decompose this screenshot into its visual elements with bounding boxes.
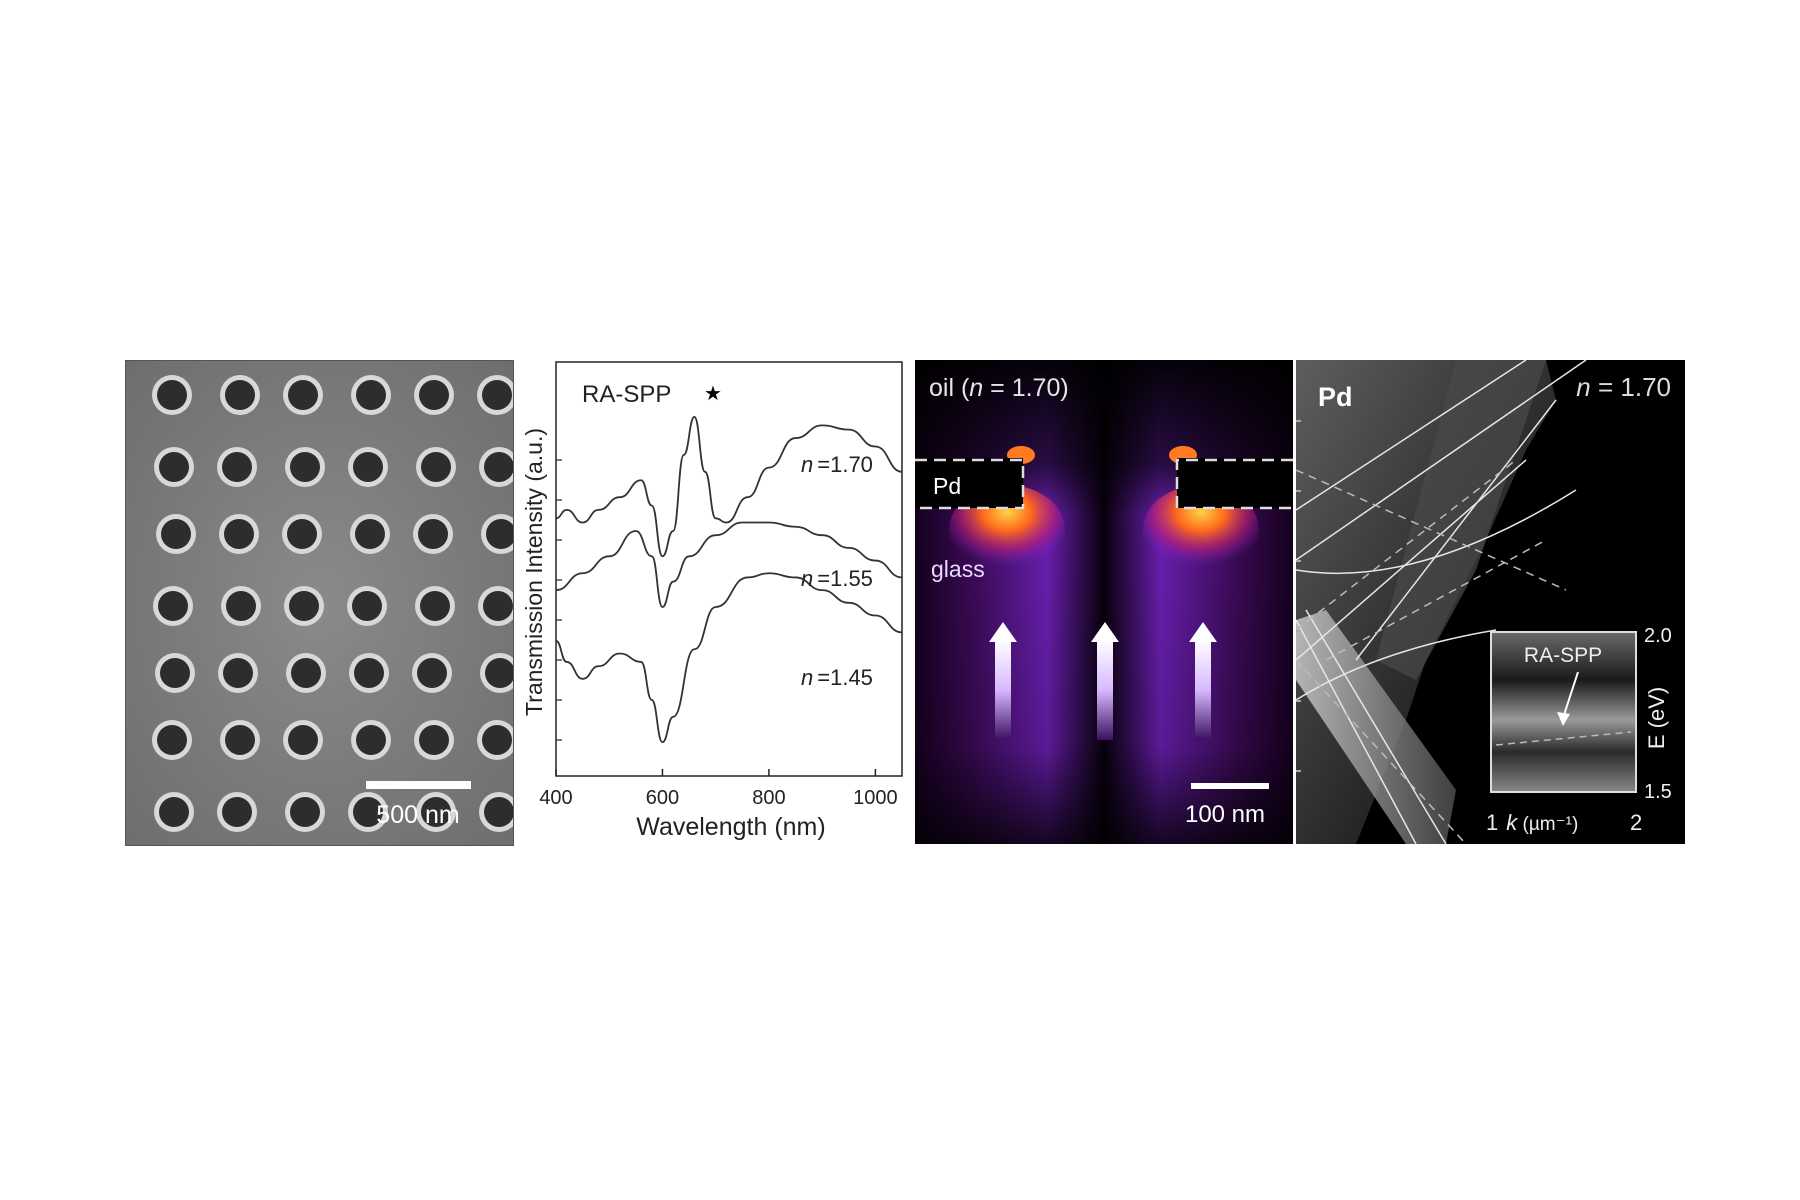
hole xyxy=(158,591,188,621)
scale-bar-label: 500 nm xyxy=(376,801,459,829)
scale-bar-label: 100 nm xyxy=(1185,801,1265,828)
hole xyxy=(222,452,252,482)
y-axis-label: Transmission Intensity (a.u.) xyxy=(521,428,547,716)
incident-arrow-left xyxy=(989,622,1017,740)
hole xyxy=(482,725,512,755)
incident-arrow-right xyxy=(1189,622,1217,740)
glass-label: glass xyxy=(931,556,985,582)
series-line-0 xyxy=(555,416,903,558)
x-tick-label: 400 xyxy=(539,787,572,809)
hole xyxy=(289,591,319,621)
hole xyxy=(483,591,513,621)
incident-arrow-center xyxy=(1091,622,1119,740)
hole xyxy=(354,658,384,688)
sem-image: 500 nm xyxy=(126,361,513,845)
curve-label-1-55: n =1.55 xyxy=(801,566,873,591)
pd-label: Pd xyxy=(1318,382,1353,412)
hole xyxy=(222,797,252,827)
dispersion-lines xyxy=(1296,360,1587,844)
sem-image-panel: 500 nm xyxy=(125,360,514,846)
hole xyxy=(419,725,449,755)
inset-dashed-line xyxy=(1495,731,1632,746)
hole xyxy=(290,452,320,482)
hole xyxy=(224,519,254,549)
inset-arrow xyxy=(1562,671,1579,719)
hole xyxy=(288,725,318,755)
hole xyxy=(484,452,513,482)
x-tick-label: 1000 xyxy=(853,787,898,809)
x-tick-label: 800 xyxy=(752,787,785,809)
n-label: n = 1.70 xyxy=(1576,372,1671,402)
inset-ytick-top: 2.0 xyxy=(1644,625,1672,647)
hole xyxy=(420,591,450,621)
star-marker: ★ xyxy=(704,383,722,405)
transmission-chart-panel: 400 600 800 1000 RA-SPP ★ Transmission Inte… xyxy=(516,360,905,844)
hole xyxy=(159,797,189,827)
hole xyxy=(353,797,383,827)
hole xyxy=(353,452,383,482)
hole xyxy=(223,658,253,688)
hole xyxy=(417,658,447,688)
hole xyxy=(157,380,187,410)
hole xyxy=(484,797,513,827)
oil-label: oil (n = 1.70) xyxy=(929,374,1069,402)
hole xyxy=(290,797,320,827)
field-map: oil (n = 1.70) Pd glass 100 nm xyxy=(915,360,1293,844)
hole xyxy=(226,591,256,621)
hole xyxy=(288,380,318,410)
hole xyxy=(418,519,448,549)
ra-spp-label: RA-SPP xyxy=(582,381,671,408)
pd-outline-left xyxy=(915,458,1025,510)
plot-frame xyxy=(555,361,903,777)
hole xyxy=(225,380,255,410)
pd-label: Pd xyxy=(933,473,961,499)
x-tick-label: 600 xyxy=(646,787,679,809)
x-axis-label: Wavelength (nm) xyxy=(636,813,825,841)
hole xyxy=(356,725,386,755)
scale-bar xyxy=(1191,783,1269,789)
inset-ytick-bottom: 1.5 xyxy=(1644,781,1672,803)
pd-outline-right xyxy=(1175,458,1293,510)
curve-label-1-45: n =1.45 xyxy=(801,665,873,690)
inset-y-axis-label: E (eV) xyxy=(1644,687,1669,749)
transmission-chart: 400 600 800 1000 RA-SPP ★ Transmission Inte… xyxy=(521,361,903,841)
hole xyxy=(160,658,190,688)
series-line-2 xyxy=(555,572,903,744)
scale-bar xyxy=(366,781,471,789)
hole xyxy=(287,519,317,549)
hole xyxy=(291,658,321,688)
hole xyxy=(485,658,513,688)
hole xyxy=(157,725,187,755)
hole xyxy=(161,519,191,549)
inset-xtick-right: 2 xyxy=(1630,810,1642,835)
hole xyxy=(352,591,382,621)
frame-ticks xyxy=(1296,420,1301,772)
hole xyxy=(419,380,449,410)
dashed-lines xyxy=(1296,459,1567,844)
hole xyxy=(159,452,189,482)
hole xyxy=(421,797,451,827)
hole xyxy=(482,380,512,410)
hole xyxy=(355,519,385,549)
hole xyxy=(356,380,386,410)
hole xyxy=(225,725,255,755)
hole xyxy=(421,452,451,482)
hole xyxy=(486,519,513,549)
inset-ra-spp-label: RA-SPP xyxy=(1524,644,1602,667)
field-map-panel: oil (n = 1.70) Pd glass 100 nm xyxy=(915,360,1293,844)
curve-label-1-70: n =1.70 xyxy=(801,452,873,477)
series-line-1 xyxy=(555,521,903,608)
